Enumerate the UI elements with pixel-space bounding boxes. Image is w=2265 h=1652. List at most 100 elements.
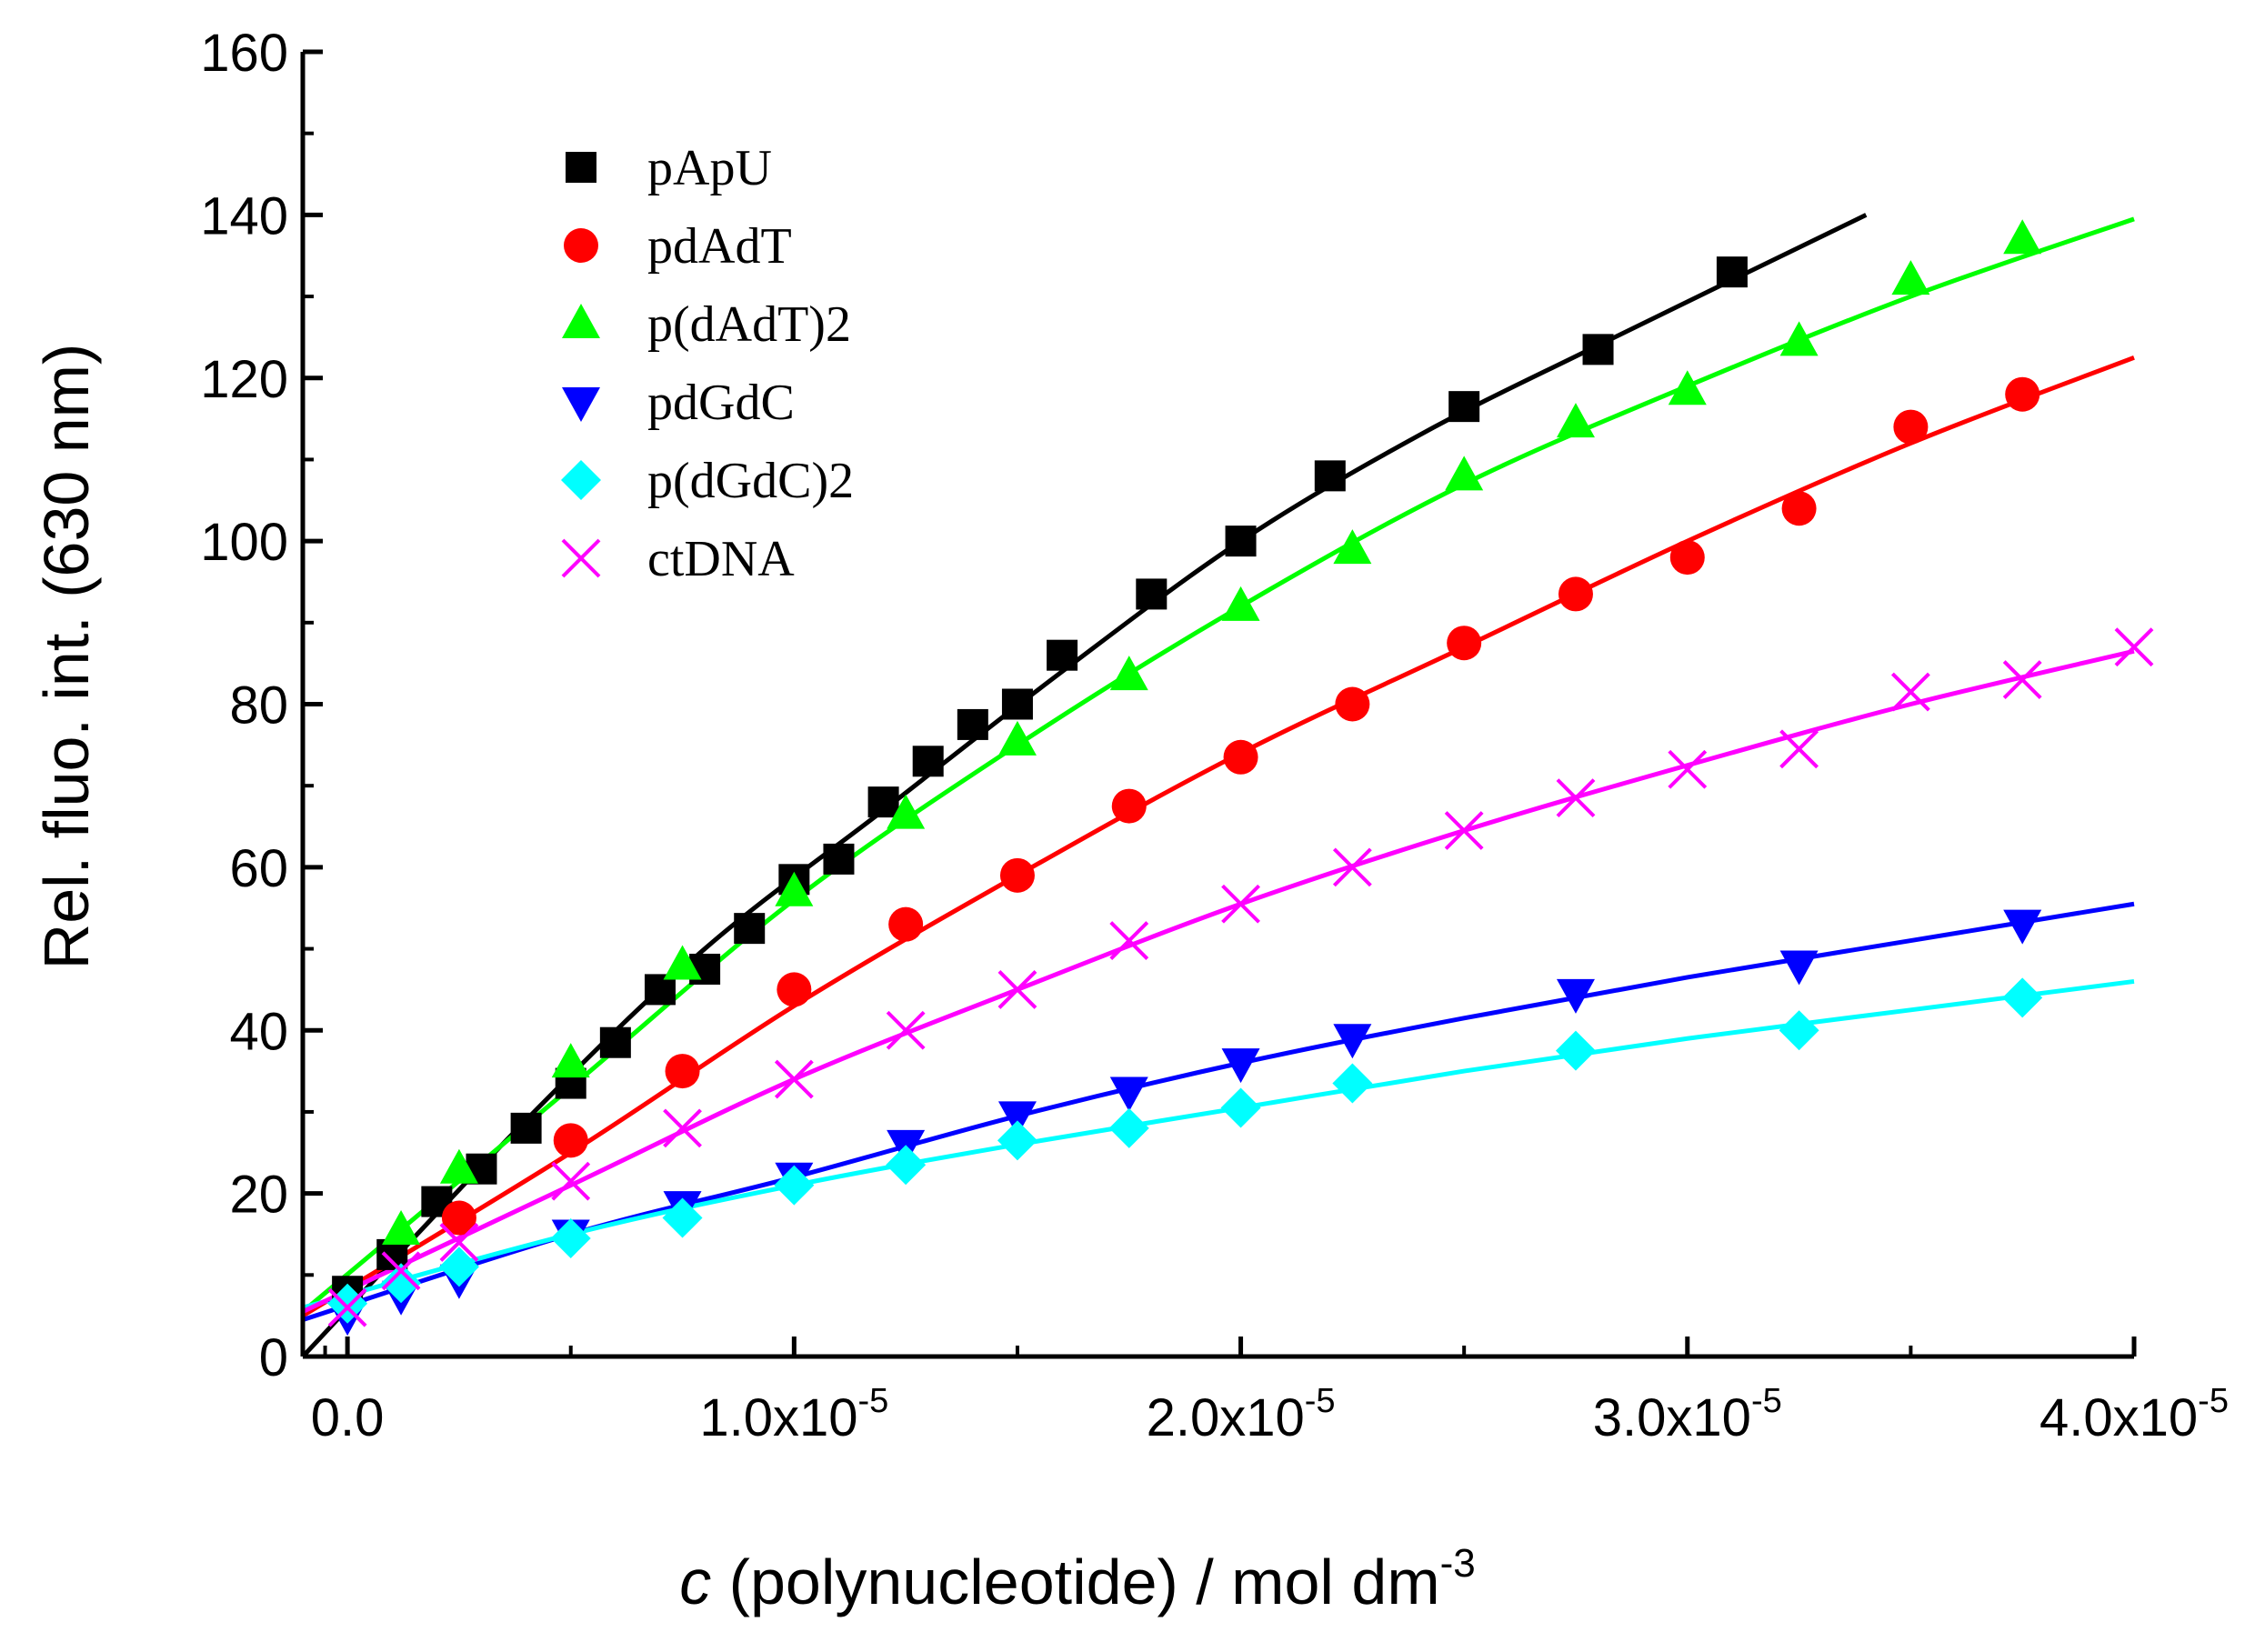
legend-label-ctdna: ctDNA [647,531,795,587]
x-tick-label: 2.0x10-5 [1147,1382,1336,1447]
point-pdadt [553,1123,588,1158]
point-ctdna [2002,660,2042,700]
point-p-dadt-2 [663,945,702,980]
x-axis-title-variable: c [679,1547,711,1617]
y-tick-label: 0 [259,1328,288,1387]
x-axis-title-exponent: -3 [1440,1541,1476,1586]
point-papu [1448,391,1480,423]
x-tick-label: 1.0x10-5 [699,1382,888,1447]
point-p-dadt-2 [775,871,814,906]
legend: pApU pdAdT p(dAdT)2 pdGdC p(dGdC)2 ctDNA [561,140,854,587]
legend-label-p-dgdc-2: p(dGdC)2 [647,453,854,509]
point-ctdna [1444,811,1484,850]
point-pdgdc [1779,950,1819,986]
legend-marker-p-dadt-2 [562,304,600,338]
point-ctdna [886,1010,926,1050]
y-tick-label: 100 [200,513,288,572]
point-pdadt [777,972,812,1007]
point-pdadt [665,1054,700,1089]
x-tick-label: 3.0x10-5 [1593,1382,1782,1447]
point-ctdna [1332,847,1372,887]
point-pdgdc [1109,1076,1148,1112]
series-p-dgdc-2 [327,977,2043,1324]
x-tick-exponent: -5 [2198,1382,2229,1420]
axes [300,49,2137,1359]
legend-label-p-dadt-2: p(dAdT)2 [647,296,851,353]
legend-marker-pdgdc [562,387,600,422]
point-pdadt [1781,491,1817,526]
x-tick-mantissa: 2.0x10 [1147,1388,1305,1447]
point-ctdna [381,1251,421,1291]
point-p-dgdc-2 [2002,977,2043,1018]
y-tick-label: 120 [200,350,288,409]
point-pdgdc [1221,1048,1260,1084]
point-p-dgdc-2 [1108,1107,1149,1148]
point-p-dadt-2 [2003,219,2042,255]
point-ctdna [663,1108,702,1148]
series-pdadt [441,376,2040,1236]
point-pdgdc [1556,978,1595,1014]
point-p-dgdc-2 [1555,1030,1596,1071]
point-p-dgdc-2 [550,1217,591,1258]
point-p-dadt-2 [551,1043,590,1078]
data-points [327,219,2154,1337]
point-ctdna [997,969,1037,1009]
x-tick-exponent: -5 [1751,1382,1782,1420]
point-ctdna [1668,749,1708,789]
point-pdadt [441,1200,476,1236]
series-p-dadt-2 [382,219,2042,1245]
point-papu [1001,688,1033,720]
point-p-dgdc-2 [1220,1087,1261,1128]
point-pdadt [1223,739,1258,775]
series-papu [332,256,1748,1307]
series-ctdna [327,627,2154,1327]
point-p-dgdc-2 [997,1120,1037,1161]
point-papu [1136,578,1168,610]
point-pdadt [1893,409,1929,445]
point-p-dgdc-2 [886,1145,927,1186]
x-tick-mantissa: 4.0x10 [2040,1388,2198,1447]
point-ctdna [1890,672,1930,712]
point-pdadt [1111,788,1147,824]
point-pdadt [888,906,924,942]
point-p-dadt-2 [997,720,1037,756]
x-tick-exponent: -5 [858,1382,889,1420]
point-p-dgdc-2 [662,1197,703,1238]
point-p-dadt-2 [439,1148,478,1184]
point-p-dadt-2 [1109,656,1148,691]
point-papu [1225,526,1257,557]
point-ctdna [1221,884,1260,924]
point-papu [599,1026,631,1058]
y-tick-label: 80 [229,676,288,736]
point-pdgdc [1333,1024,1372,1059]
legend-label-papu: pApU [647,140,772,196]
legend-marker-pdadt [564,228,598,263]
fit-line-ctdna [301,648,2135,1314]
legend-label-pdgdc: pdGdC [647,375,795,431]
point-p-dgdc-2 [381,1263,422,1304]
y-tick-label: 40 [229,1002,288,1061]
point-papu [957,708,988,740]
point-papu [1047,639,1078,671]
x-tick-exponent: -5 [1305,1382,1336,1420]
point-ctdna [327,1287,367,1327]
point-ctdna [774,1059,814,1099]
point-p-dadt-2 [1333,529,1372,565]
x-tick-mantissa: 3.0x10 [1593,1388,1751,1447]
point-p-dadt-2 [887,794,926,829]
point-p-dadt-2 [1445,456,1484,491]
point-pdadt [1447,626,1482,661]
point-papu [912,746,944,777]
y-tick-label: 160 [200,24,288,83]
point-ctdna [1779,729,1819,769]
x-tick-mantissa: 0.0 [311,1388,385,1447]
point-p-dadt-2 [382,1209,421,1245]
point-papu [1716,256,1748,288]
x-tick-mantissa: 1.0x10 [699,1388,857,1447]
y-axis-title: Rel. fluo. int. (630 nm) [31,344,102,970]
legend-marker-papu [566,152,596,183]
point-p-dgdc-2 [1779,1010,1819,1051]
y-tick-label: 60 [229,839,288,898]
